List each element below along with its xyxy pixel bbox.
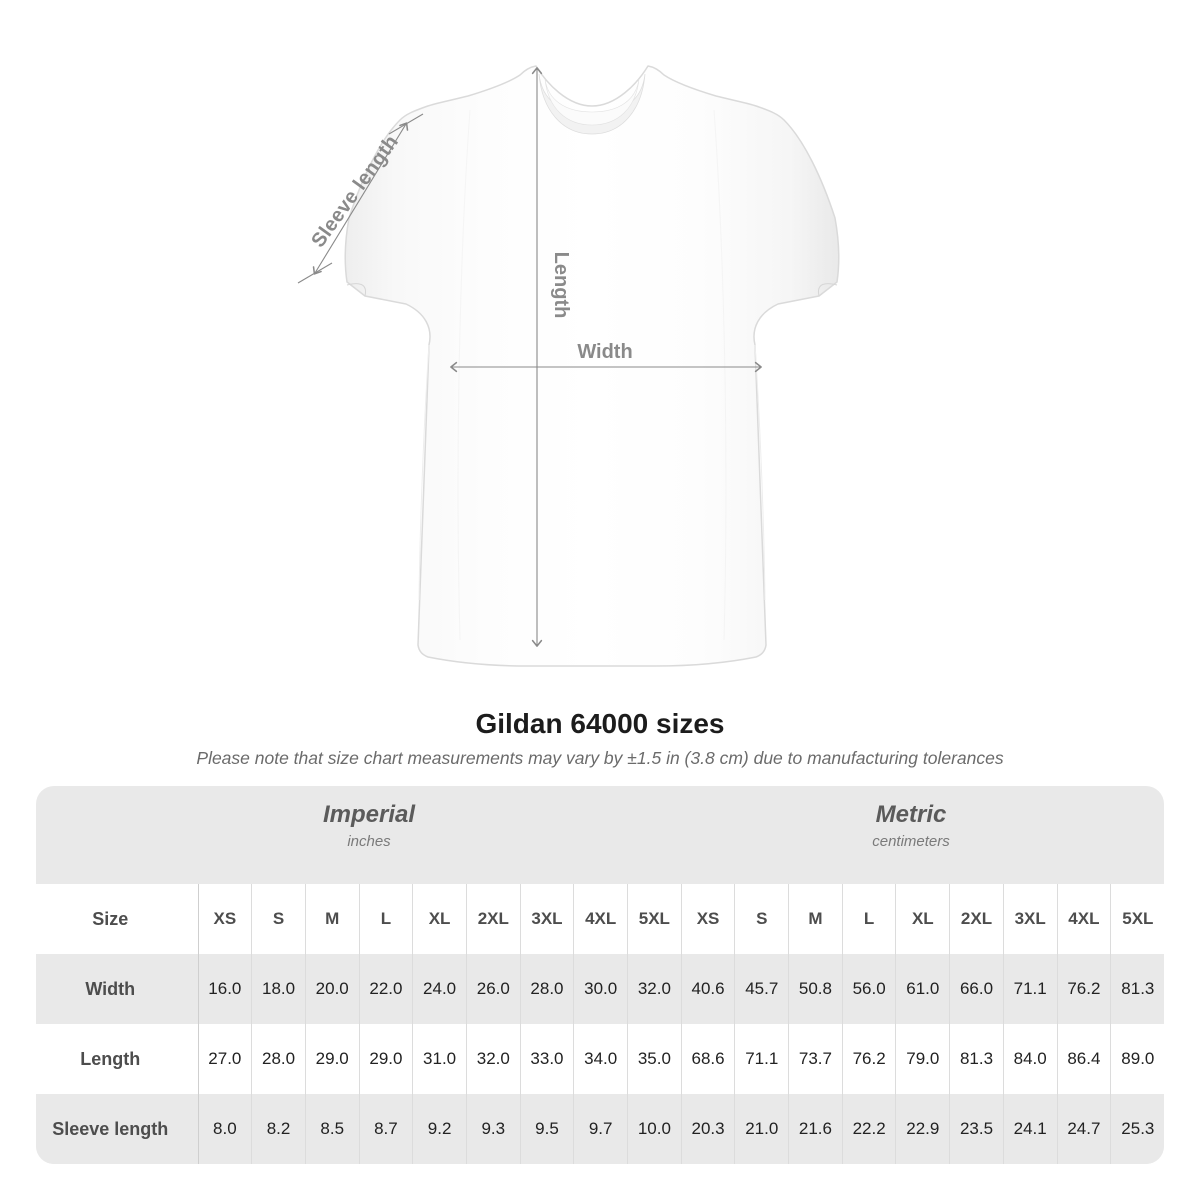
svg-text:Width: Width — [577, 341, 632, 363]
svg-text:Length: Length — [550, 252, 572, 319]
